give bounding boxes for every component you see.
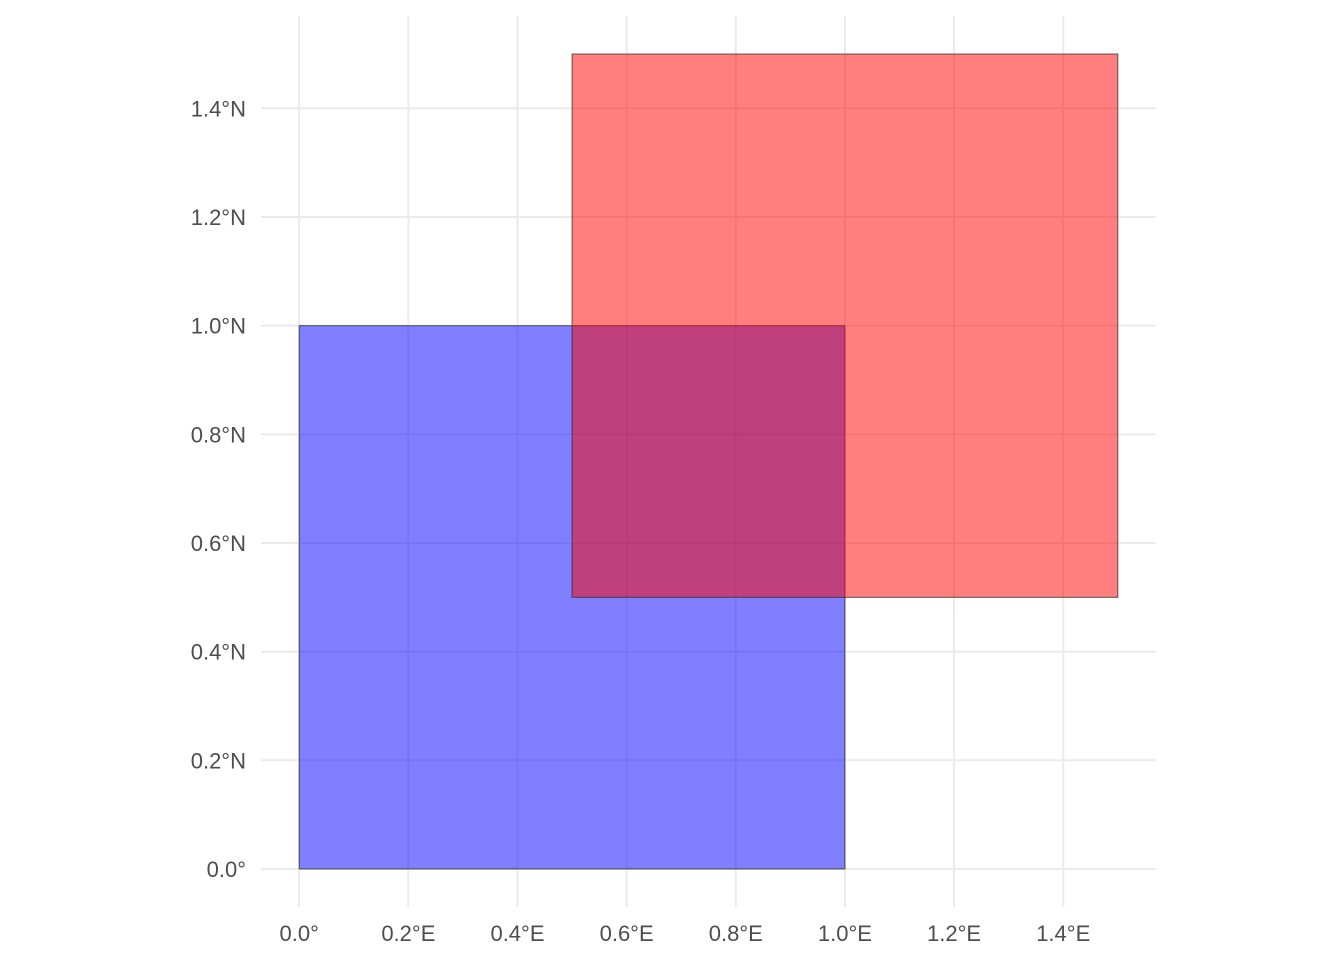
x-tick-label: 1.4°E bbox=[1036, 921, 1090, 946]
x-tick-label: 0.2°E bbox=[381, 921, 435, 946]
y-tick-label: 1.4°N bbox=[191, 96, 246, 121]
y-tick-label: 0.6°N bbox=[191, 531, 246, 556]
y-tick-label: 1.0°N bbox=[191, 314, 246, 339]
y-tick-label: 0.4°N bbox=[191, 640, 246, 665]
x-tick-label: 1.0°E bbox=[818, 921, 872, 946]
x-tick-label: 1.2°E bbox=[927, 921, 981, 946]
polygon-layer bbox=[298, 53, 1119, 870]
y-tick-label: 0.2°N bbox=[191, 748, 246, 773]
x-tick-label: 0.0° bbox=[280, 921, 319, 946]
x-tick-label: 0.8°E bbox=[709, 921, 763, 946]
polygon-1 bbox=[571, 53, 1119, 598]
y-tick-label: 0.8°N bbox=[191, 422, 246, 447]
x-tick-label: 0.6°E bbox=[600, 921, 654, 946]
y-tick-label: 0.0° bbox=[207, 857, 246, 882]
x-tick-label: 0.4°E bbox=[490, 921, 544, 946]
x-axis-tick-labels: 0.0° 0.2°E 0.4°E 0.6°E 0.8°E 1.0°E 1.2°E 1.4°E bbox=[280, 921, 1091, 946]
y-axis-tick-labels: 0.0° 0.2°N 0.4°N 0.6°N 0.8°N 1.0°N 1.2°N 1.4°N bbox=[191, 96, 246, 882]
y-tick-label: 1.2°N bbox=[191, 205, 246, 230]
